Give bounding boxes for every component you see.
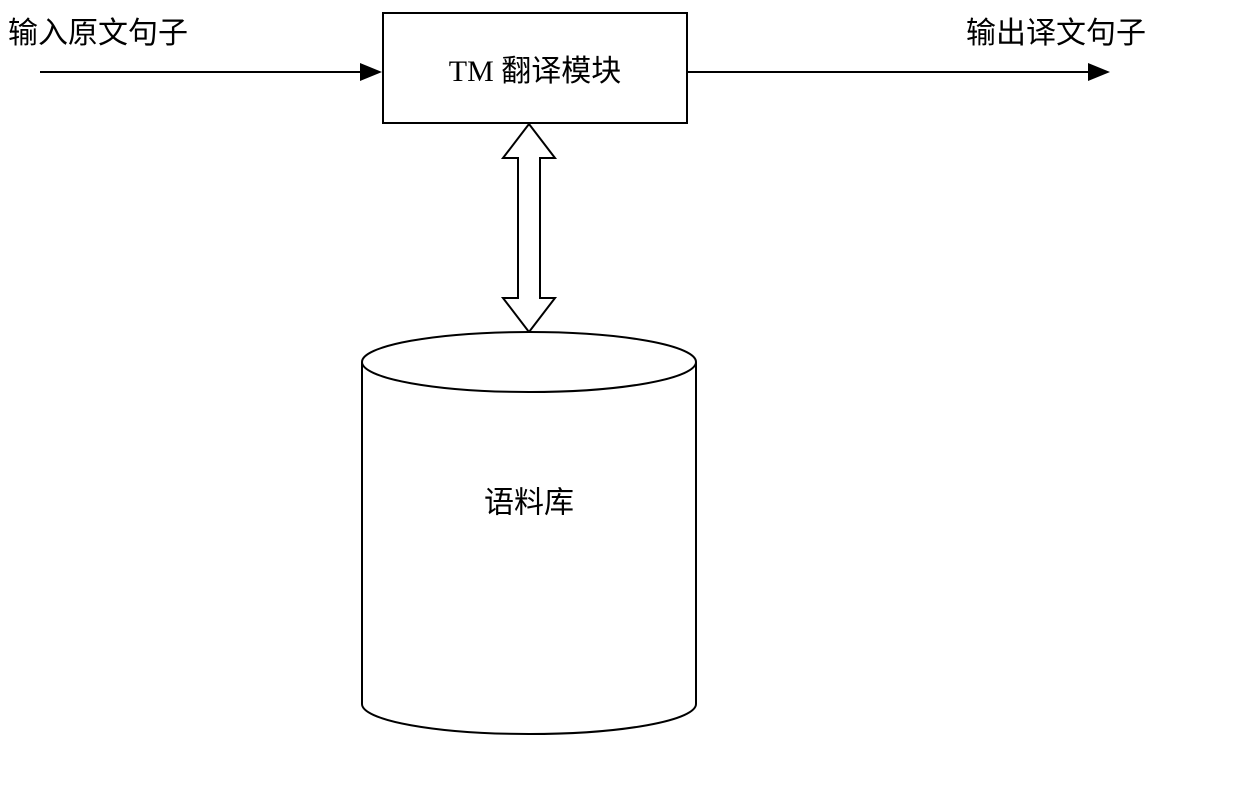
corpus-cylinder bbox=[362, 332, 696, 734]
output-arrow bbox=[688, 63, 1110, 81]
diagram-container: 输入原文句子 输出译文句子 TM 翻译模块 语料库 bbox=[0, 0, 1240, 787]
input-arrow bbox=[40, 63, 382, 81]
corpus-label: 语料库 bbox=[484, 487, 574, 520]
tm-module-node: TM 翻译模块 bbox=[382, 12, 688, 124]
input-label: 输入原文句子 bbox=[8, 8, 188, 52]
bidirectional-arrow bbox=[503, 124, 555, 332]
tm-module-label: TM 翻译模块 bbox=[449, 46, 622, 90]
output-label: 输出译文句子 bbox=[966, 8, 1146, 52]
